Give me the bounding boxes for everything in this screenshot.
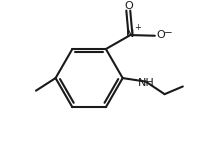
- Text: NH: NH: [138, 78, 155, 88]
- Text: O: O: [156, 30, 165, 40]
- Text: +: +: [135, 23, 141, 32]
- Text: N: N: [126, 29, 135, 39]
- Text: −: −: [164, 28, 173, 38]
- Text: O: O: [124, 1, 133, 11]
